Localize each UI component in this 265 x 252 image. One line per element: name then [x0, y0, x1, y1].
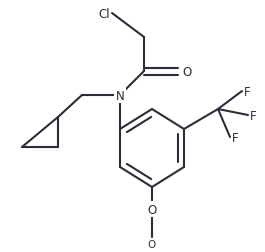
Text: Cl: Cl	[98, 8, 110, 20]
Text: F: F	[250, 109, 257, 122]
Text: O: O	[148, 239, 156, 249]
Text: N: N	[116, 89, 124, 102]
Text: O: O	[147, 203, 157, 216]
Text: O: O	[182, 65, 191, 78]
Text: F: F	[244, 85, 251, 98]
Text: F: F	[232, 131, 238, 144]
